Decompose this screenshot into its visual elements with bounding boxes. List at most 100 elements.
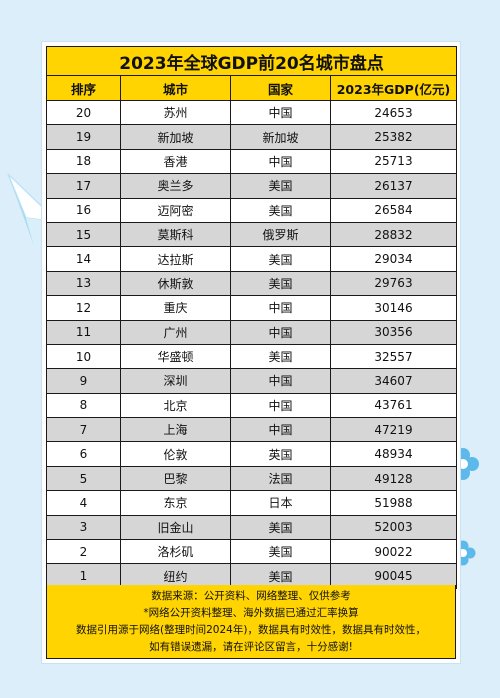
rank-cell: 6: [46, 441, 121, 467]
rank-cell: 14: [46, 246, 121, 272]
footer-line: *网络公开资料整理、海外数据已通过汇率换算: [143, 606, 359, 619]
table-row: 3 旧金山 美国 52003: [46, 514, 457, 541]
country-cell: 中国: [230, 417, 331, 443]
table-row: 17 奥兰多 美国 26137: [46, 173, 457, 199]
table-row: 20 苏州 中国 24653: [46, 99, 457, 126]
gdp-cell: 47219: [330, 417, 457, 443]
city-cell: 达拉斯: [120, 246, 231, 272]
gdp-cell: 24653: [330, 99, 457, 126]
gdp-cell: 25713: [330, 148, 457, 175]
country-cell: 美国: [230, 563, 331, 589]
country-cell: 法国: [230, 465, 331, 492]
rank-cell: 8: [46, 392, 121, 419]
city-cell: 洛杉矶: [120, 539, 231, 565]
city-cell: 伦敦: [120, 441, 231, 467]
city-cell: 华盛顿: [120, 343, 231, 370]
table-row: 19 新加坡 新加坡 25382: [46, 124, 457, 150]
country-cell: 日本: [230, 490, 331, 516]
rank-cell: 17: [46, 173, 121, 199]
rank-cell: 19: [46, 124, 121, 150]
gdp-cell: 25382: [330, 124, 457, 150]
footer-line: 如有错误遗漏，请在评论区留言，十分感谢!: [149, 640, 353, 653]
gdp-cell: 29034: [330, 246, 457, 272]
city-cell: 北京: [120, 392, 231, 419]
table-row: 6 伦敦 英国 48934: [46, 441, 457, 467]
gdp-cell: 26584: [330, 197, 457, 223]
table-row: 7 上海 中国 47219: [46, 417, 457, 443]
table-row: 15 莫斯科 俄罗斯 28832: [46, 221, 457, 248]
city-cell: 香港: [120, 148, 231, 175]
rank-cell: 7: [46, 417, 121, 443]
gdp-cell: 28832: [330, 221, 457, 248]
gdp-cell: 30356: [330, 319, 457, 345]
rank-cell: 13: [46, 270, 121, 297]
header-country: 国家: [230, 75, 331, 101]
city-cell: 广州: [120, 319, 231, 345]
rank-cell: 9: [46, 368, 121, 394]
table-row: 18 香港 中国 25713: [46, 148, 457, 175]
rank-cell: 5: [46, 465, 121, 492]
rank-cell: 10: [46, 343, 121, 370]
country-cell: 中国: [230, 295, 331, 321]
document-sheet: 2023年全球GDP前20名城市盘点 排序 城市 国家 2023年GDP(亿元)…: [42, 42, 460, 663]
country-cell: 美国: [230, 514, 331, 541]
table-row: 16 迈阿密 美国 26584: [46, 197, 457, 223]
country-cell: 中国: [230, 319, 331, 345]
rank-cell: 16: [46, 197, 121, 223]
gdp-cell: 30146: [330, 295, 457, 321]
gdp-ranking-table: 2023年全球GDP前20名城市盘点 排序 城市 国家 2023年GDP(亿元)…: [46, 46, 457, 589]
table-row: 4 东京 日本 51988: [46, 490, 457, 516]
footer-line: 数据来源：公开资料、网络整理、仅供参考: [151, 589, 351, 602]
gdp-cell: 51988: [330, 490, 457, 516]
rank-cell: 2: [46, 539, 121, 565]
table-row: 13 休斯敦 美国 29763: [46, 270, 457, 297]
country-cell: 中国: [230, 368, 331, 394]
city-cell: 重庆: [120, 295, 231, 321]
table-row: 5 巴黎 法国 49128: [46, 465, 457, 492]
country-cell: 美国: [230, 246, 331, 272]
country-cell: 美国: [230, 173, 331, 199]
country-cell: 英国: [230, 441, 331, 467]
country-cell: 中国: [230, 392, 331, 419]
gdp-cell: 90022: [330, 539, 457, 565]
rank-cell: 18: [46, 148, 121, 175]
rank-cell: 12: [46, 295, 121, 321]
rank-cell: 4: [46, 490, 121, 516]
footer-line: 数据引用源于网络(整理时间2024年)，数据具有时效性，数据具有时效性，: [76, 623, 426, 636]
rank-cell: 15: [46, 221, 121, 248]
table-row: 12 重庆 中国 30146: [46, 295, 457, 321]
city-cell: 新加坡: [120, 124, 231, 150]
city-cell: 巴黎: [120, 465, 231, 492]
city-cell: 深圳: [120, 368, 231, 394]
header-gdp: 2023年GDP(亿元): [330, 75, 457, 101]
rank-cell: 3: [46, 514, 121, 541]
header-city: 城市: [120, 75, 231, 101]
table-row: 14 达拉斯 美国 29034: [46, 246, 457, 272]
country-cell: 美国: [230, 197, 331, 223]
table-row: 11 广州 中国 30356: [46, 319, 457, 345]
table-header-row: 排序 城市 国家 2023年GDP(亿元): [46, 75, 457, 101]
gdp-cell: 43761: [330, 392, 457, 419]
city-cell: 东京: [120, 490, 231, 516]
header-rank: 排序: [46, 75, 121, 101]
table-row: 2 洛杉矶 美国 90022: [46, 539, 457, 565]
table-row: 8 北京 中国 43761: [46, 392, 457, 419]
table-row: 9 深圳 中国 34607: [46, 368, 457, 394]
city-cell: 莫斯科: [120, 221, 231, 248]
rank-cell: 20: [46, 99, 121, 126]
city-cell: 休斯敦: [120, 270, 231, 297]
gdp-cell: 52003: [330, 514, 457, 541]
gdp-cell: 49128: [330, 465, 457, 492]
country-cell: 美国: [230, 539, 331, 565]
gdp-cell: 29763: [330, 270, 457, 297]
country-cell: 中国: [230, 148, 331, 175]
country-cell: 俄罗斯: [230, 221, 331, 248]
gdp-cell: 48934: [330, 441, 457, 467]
city-cell: 迈阿密: [120, 197, 231, 223]
city-cell: 上海: [120, 417, 231, 443]
city-cell: 苏州: [120, 99, 231, 126]
gdp-cell: 26137: [330, 173, 457, 199]
footer-notes: 数据来源：公开资料、网络整理、仅供参考 *网络公开资料整理、海外数据已通过汇率换…: [46, 585, 456, 659]
country-cell: 美国: [230, 343, 331, 370]
country-cell: 美国: [230, 270, 331, 297]
